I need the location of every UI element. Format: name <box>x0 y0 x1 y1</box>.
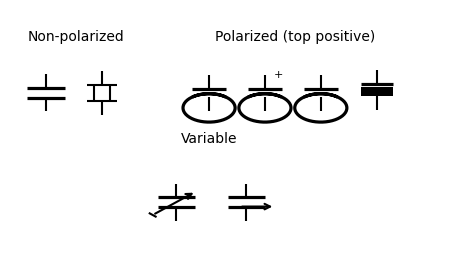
Text: +: + <box>273 70 283 80</box>
Text: Non-polarized: Non-polarized <box>28 30 125 44</box>
Bar <box>361 87 392 96</box>
Text: Variable: Variable <box>181 132 237 146</box>
Text: Polarized (top positive): Polarized (top positive) <box>215 30 375 44</box>
